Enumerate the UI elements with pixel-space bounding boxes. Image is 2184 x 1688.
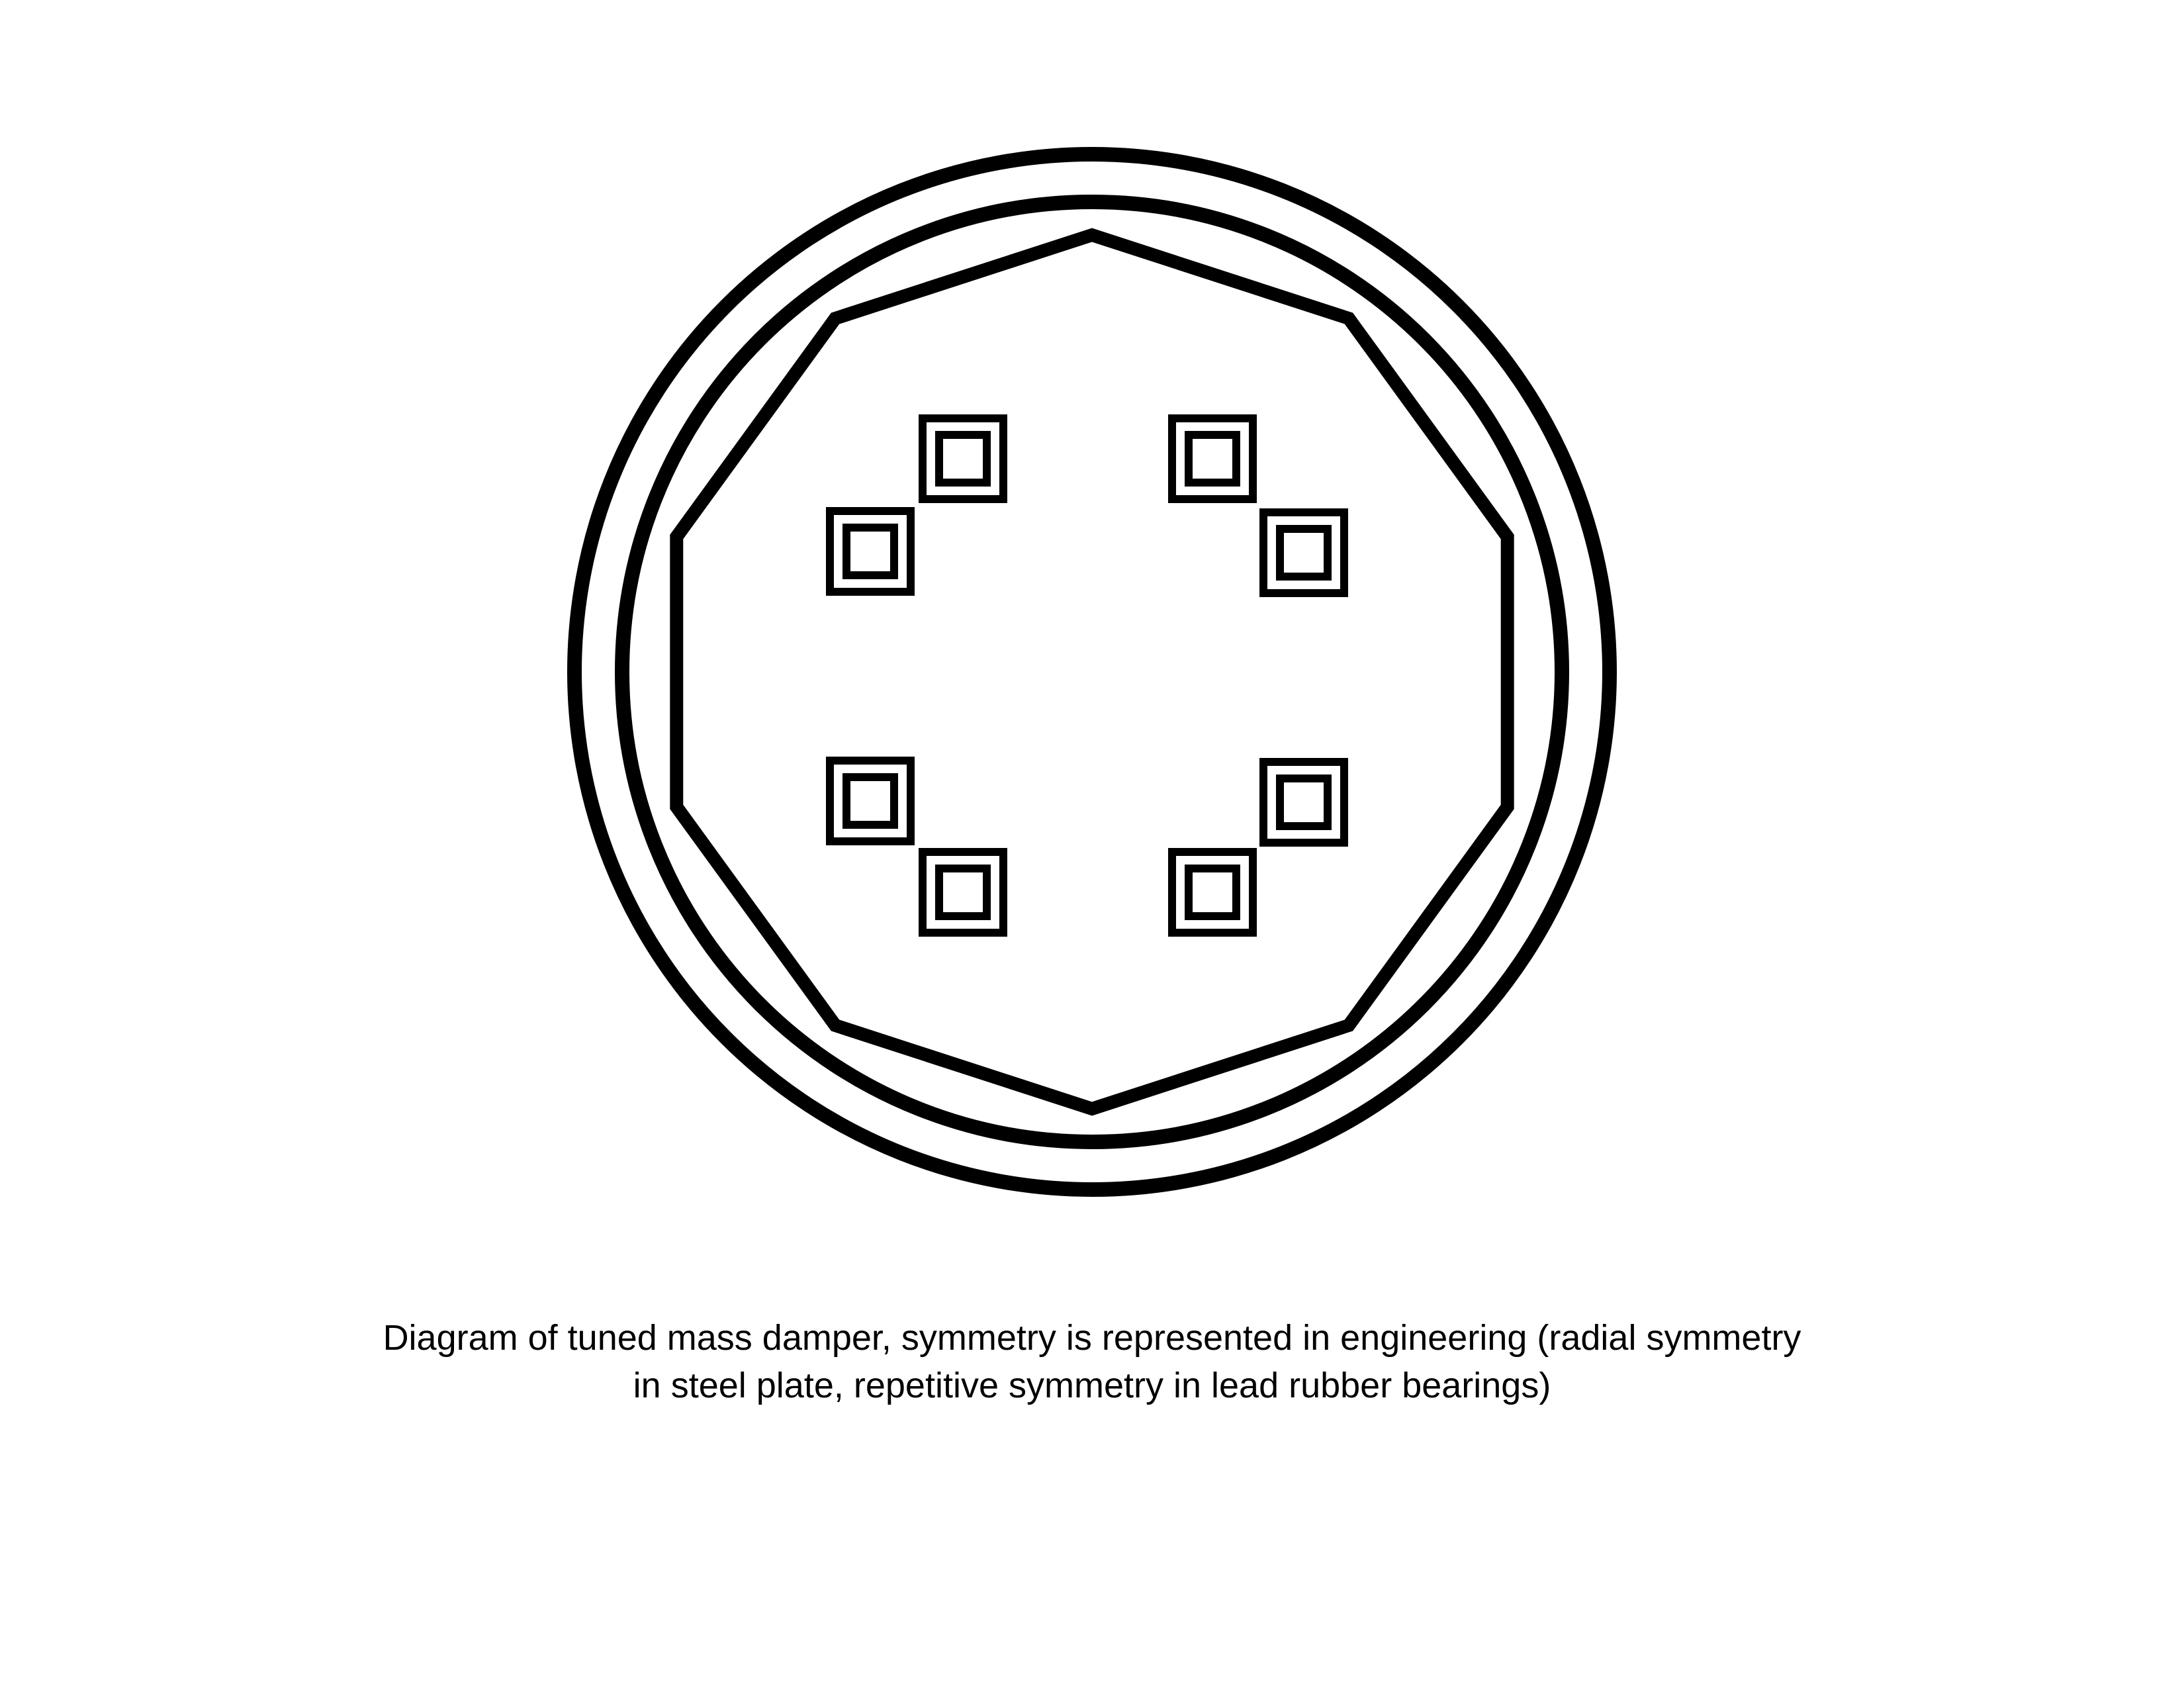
steel-plate [670, 228, 1514, 1116]
damper-rings [567, 147, 1617, 1197]
outer-ring [567, 147, 1617, 1197]
lead-rubber-bearings [826, 414, 1348, 937]
bearing-2 [826, 507, 915, 596]
bearing-4 [1259, 508, 1348, 597]
bearing-8 [1168, 848, 1257, 937]
bearing-inner-square [1185, 431, 1240, 487]
bearing-5 [826, 757, 915, 845]
bearing-inner-square [1276, 774, 1332, 830]
bearing-outer-square [919, 414, 1007, 503]
caption-line-2: in steel plate, repetitive symmetry in l… [633, 1366, 1551, 1405]
inner-ring [615, 195, 1569, 1149]
bearing-inner-square [935, 865, 991, 920]
bearing-outer-square [1259, 508, 1348, 597]
bearing-6 [919, 848, 1007, 937]
diagram-caption: Diagram of tuned mass damper, symmetry i… [165, 1314, 2019, 1409]
bearing-outer-square [826, 757, 915, 845]
bearing-3 [1168, 414, 1257, 503]
bearing-outer-square [826, 507, 915, 596]
bearing-inner-square [1276, 525, 1332, 581]
bearing-7 [1259, 758, 1348, 847]
caption-line-1: Diagram of tuned mass damper, symmetry i… [383, 1318, 1801, 1358]
bearing-outer-square [1259, 758, 1348, 847]
bearing-inner-square [1185, 865, 1240, 920]
bearing-inner-square [935, 431, 991, 487]
bearing-inner-square [842, 773, 898, 829]
bearing-outer-square [919, 848, 1007, 937]
steel-plate-group [670, 228, 1514, 1116]
bearing-outer-square [1168, 414, 1257, 503]
bearing-1 [919, 414, 1007, 503]
bearing-inner-square [842, 524, 898, 579]
bearing-outer-square [1168, 848, 1257, 937]
